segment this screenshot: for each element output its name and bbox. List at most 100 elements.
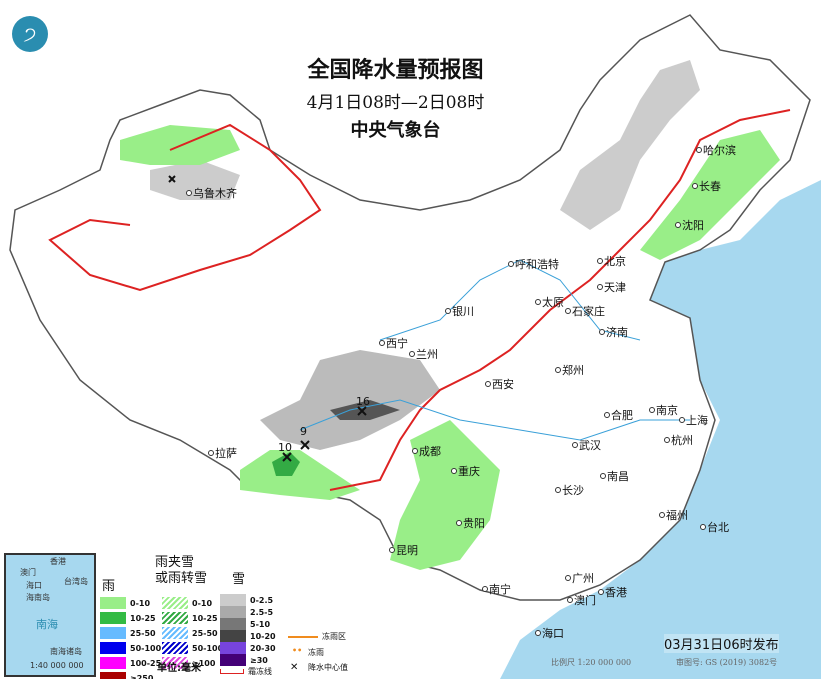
legend-freeze-line: 霜冻线 xyxy=(248,667,272,676)
precip-center-markers xyxy=(168,175,367,462)
city-label: 成都 xyxy=(412,445,441,458)
legend-swatch-snow xyxy=(220,594,246,606)
city-label: 澳门 xyxy=(567,594,596,607)
rain-area-heavy xyxy=(272,452,300,476)
city-label: 上海 xyxy=(679,414,708,427)
city-label: 杭州 xyxy=(664,434,693,447)
rain-area-xizang xyxy=(240,450,360,500)
legend-swatch-rain xyxy=(100,597,126,609)
legend-label-snow: 2.5-5 xyxy=(250,608,274,617)
inset-label: 海南岛 xyxy=(26,593,50,602)
legend-label-snow: 5-10 xyxy=(250,620,271,629)
legend-swatch-mixed xyxy=(162,657,188,669)
legend-swatch-snow xyxy=(220,606,246,618)
issuer: 中央气象台 xyxy=(350,120,441,141)
city-label: 武汉 xyxy=(572,439,601,452)
city-label: 南京 xyxy=(649,404,678,417)
city-label: 南昌 xyxy=(600,470,629,483)
legend: 雨 雨夹雪 或雨转雪 雪 0-10 10-25 25-50 50-100 100-250… xyxy=(2,553,542,679)
rain-area-northeast xyxy=(640,130,780,260)
legend-swatch-mixed xyxy=(162,627,188,639)
legend-swatch-snow xyxy=(220,642,246,654)
forecast-period: 4月1日08时—2日08时 xyxy=(306,93,485,113)
map-scale: 比例尺 1:20 000 000 xyxy=(551,658,632,667)
legend-swatch-snow xyxy=(220,654,246,666)
legend-label-rain: 10-25 xyxy=(130,614,156,623)
legend-label-snow: ≥30 xyxy=(250,656,268,665)
legend-label-snow: 0-2.5 xyxy=(250,596,274,605)
legend-label-mixed: 0-10 xyxy=(192,599,213,608)
snow-area-tibet xyxy=(260,350,440,450)
legend-swatch-snow xyxy=(220,630,246,642)
city-label: 昆明 xyxy=(389,544,418,557)
snow-area-xinjiang xyxy=(150,160,240,200)
city-label: 西安 xyxy=(485,378,514,391)
legend-snow-title: 雪 xyxy=(232,572,246,587)
precip-center-value: 10 xyxy=(278,441,292,454)
issue-time: 03月31日06时发布 xyxy=(664,634,779,653)
legend-freezing-rain: 冻雨 xyxy=(308,648,324,657)
legend-label-snow: 20-30 xyxy=(250,644,276,653)
legend-swatch-mixed xyxy=(162,612,188,624)
city-label: 贵阳 xyxy=(456,517,485,530)
inset-label: 南海 xyxy=(36,618,58,631)
inset-label: 香港 xyxy=(50,557,66,566)
map-approval-number: 审图号: GS (2019) 3082号 xyxy=(676,658,778,667)
map-title: 全国降水量预报图 xyxy=(307,58,484,83)
inset-label: 台湾岛 xyxy=(64,577,88,586)
city-label: 呼和浩特 xyxy=(508,258,559,271)
legend-precip-center: 降水中心值 xyxy=(308,663,348,672)
city-label: 银川 xyxy=(445,305,474,318)
city-label: 拉萨 xyxy=(208,447,237,460)
legend-swatch-rain xyxy=(100,657,126,669)
sea-area xyxy=(500,180,821,679)
city-label: 合肥 xyxy=(604,409,633,422)
city-label: 济南 xyxy=(599,326,628,339)
precip-center-icon: ✕ xyxy=(290,662,299,673)
city-label: 乌鲁木齐 xyxy=(186,187,237,200)
city-label: 长春 xyxy=(692,180,721,193)
city-label: 北京 xyxy=(597,255,626,268)
inset-scale: 1:40 000 000 xyxy=(30,661,84,670)
legend-rain-title: 雨 xyxy=(102,579,116,594)
legend-swatch-snow xyxy=(220,618,246,630)
city-label: 太原 xyxy=(535,296,564,309)
city-label: 台北 xyxy=(700,521,729,534)
cma-logo: ੭ xyxy=(12,16,48,52)
inset-label: 海口 xyxy=(26,581,42,590)
inset-label: 南海诸岛 xyxy=(50,647,82,656)
city-label: 郑州 xyxy=(555,364,584,377)
legend-label-mixed: 25-50 xyxy=(192,629,218,638)
city-label: 石家庄 xyxy=(565,305,605,318)
city-label: 重庆 xyxy=(451,465,480,478)
legend-swatch-rain xyxy=(100,672,126,679)
legend-label-rain: 0-10 xyxy=(130,599,151,608)
legend-swatch-rain xyxy=(100,642,126,654)
legend-label-mixed: ≥100 xyxy=(192,659,216,668)
freeze-line xyxy=(48,109,791,491)
legend-label-rain: 25-50 xyxy=(130,629,156,638)
precip-center-value: 9 xyxy=(300,425,307,438)
snow-area-heavy xyxy=(330,400,400,420)
legend-label-rain: 100-250 xyxy=(130,659,167,668)
legend-mixed-title: 雨夹雪 或雨转雪 xyxy=(155,555,208,586)
precip-center-value: 16 xyxy=(356,395,370,408)
legend-unit: 单位:毫米 xyxy=(157,663,201,674)
legend-label-mixed: 10-25 xyxy=(192,614,218,623)
legend-swatch-rain xyxy=(100,627,126,639)
inset-label: 澳门 xyxy=(20,568,36,577)
legend-swatch-rain xyxy=(100,612,126,624)
legend-swatch-mixed xyxy=(162,642,188,654)
legend-swatch-mixed xyxy=(162,597,188,609)
city-label: 兰州 xyxy=(409,348,438,361)
city-label: 海口 xyxy=(535,627,564,640)
rain-area-south xyxy=(390,420,500,570)
city-label: 广州 xyxy=(565,572,594,585)
freeze-line-icon xyxy=(220,669,244,674)
legend-label-rain: ≥250 xyxy=(130,674,154,679)
legend-label-snow: 10-20 xyxy=(250,632,276,641)
snow-area-north xyxy=(560,60,700,230)
city-label: 西宁 xyxy=(379,337,408,350)
freezing-rain-area-line xyxy=(288,636,318,638)
